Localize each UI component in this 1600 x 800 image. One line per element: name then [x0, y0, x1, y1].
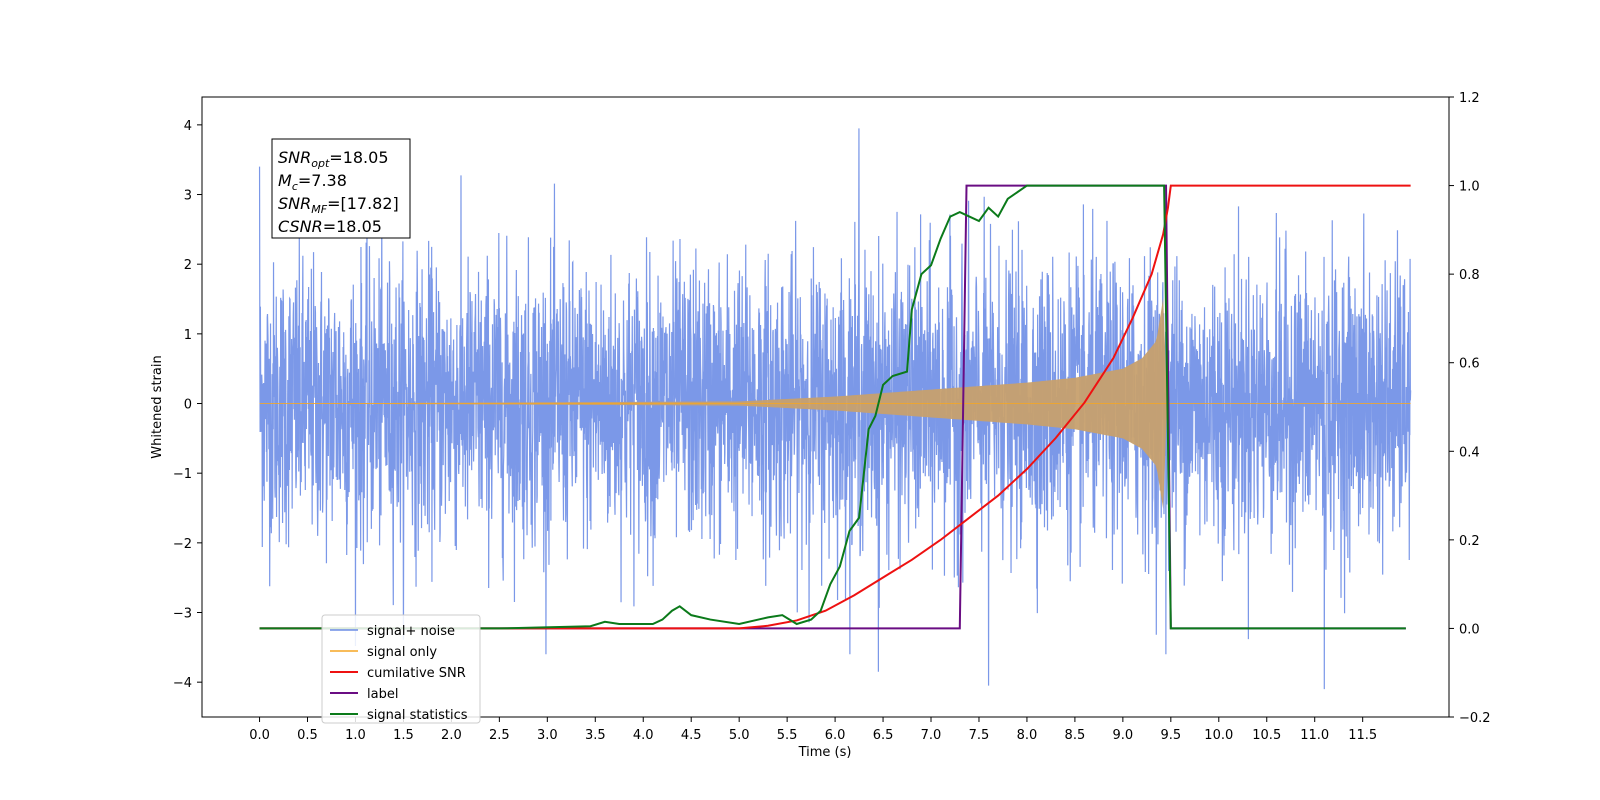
legend-label: label [367, 687, 398, 702]
legend: signal+ noise signal only cumilative SNR la… [321, 614, 481, 724]
y-axis-label: Whitened strain [150, 355, 165, 458]
info-line: Mc=7.38 [278, 171, 347, 193]
y2-tick-label: 1.2 [1459, 91, 1480, 106]
x-tick-label: 0.5 [297, 728, 318, 743]
y2-tick-label: 0.2 [1459, 534, 1480, 549]
x-tick-label: 7.0 [921, 728, 942, 743]
y2-tick-label: 1.0 [1459, 180, 1480, 195]
x-tick-label: 4.5 [681, 728, 702, 743]
legend-label: cumilative SNR [367, 666, 466, 681]
y-tick-label: −2 [173, 537, 192, 552]
y-tick-label: 3 [184, 189, 192, 204]
x-tick-label: 3.5 [585, 728, 606, 743]
plot-frame [201, 96, 1450, 718]
x-tick-label: 9.0 [1113, 728, 1134, 743]
series-signal-noise [258, 128, 1412, 690]
legend-label: signal statistics [367, 708, 468, 723]
x-tick-label: 1.0 [345, 728, 366, 743]
series-signal-statistics [259, 184, 1406, 630]
y-tick-label: 1 [184, 328, 192, 343]
x-tick-label: 5.0 [729, 728, 750, 743]
y-tick-label: −4 [173, 676, 192, 691]
y-tick-label: 4 [184, 119, 192, 134]
x-tick-label: 2.5 [489, 728, 510, 743]
y2-tick-label: 0.4 [1459, 445, 1480, 460]
x-tick-label: 3.0 [537, 728, 558, 743]
x-axis-label: Time (s) [798, 745, 852, 760]
info-line: SNRopt=18.05 [278, 148, 389, 170]
legend-label: signal only [367, 645, 437, 660]
x-tick-label: 4.0 [633, 728, 654, 743]
y-tick-label: 0 [184, 398, 192, 413]
x-axis: 0.0 0.5 1.0 1.5 2.0 2.5 3.0 3.5 4.0 4.5 5.0 5.5 6.0 6… [249, 717, 1377, 743]
info-box: SNRopt=18.05Mc=7.38SNRMF=[17.82]CSNR=18.… [271, 138, 411, 239]
x-tick-label: 11.5 [1348, 728, 1377, 743]
x-tick-label: 8.5 [1065, 728, 1086, 743]
plot-area [258, 128, 1412, 690]
x-tick-label: 2.0 [441, 728, 462, 743]
y-tick-label: −1 [173, 467, 192, 482]
x-tick-label: 0.0 [249, 728, 270, 743]
x-tick-label: 11.0 [1300, 728, 1329, 743]
x-tick-label: 1.5 [393, 728, 414, 743]
series-cumulative-snr [259, 184, 1411, 630]
y2-tick-label: 0.6 [1459, 357, 1480, 372]
y2-axis: −0.2 0.0 0.2 0.4 0.6 0.8 1.0 1.2 [1449, 91, 1491, 726]
y-tick-label: −3 [173, 607, 192, 622]
x-tick-label: 6.0 [825, 728, 846, 743]
x-tick-label: 6.5 [873, 728, 894, 743]
x-tick-label: 9.5 [1160, 728, 1181, 743]
y-tick-label: 2 [184, 258, 192, 273]
y2-tick-label: 0.0 [1459, 622, 1480, 637]
y-axis: −4 −3 −2 −1 0 1 2 3 4 [173, 119, 202, 691]
x-tick-label: 7.5 [969, 728, 990, 743]
x-tick-label: 8.0 [1017, 728, 1038, 743]
x-tick-label: 10.0 [1204, 728, 1233, 743]
info-line: CSNR=18.05 [278, 217, 382, 236]
x-tick-label: 10.5 [1252, 728, 1281, 743]
info-line: SNRMF=[17.82] [278, 194, 399, 216]
y2-tick-label: 0.8 [1459, 268, 1480, 283]
y2-tick-label: −0.2 [1459, 711, 1491, 726]
legend-label: signal+ noise [367, 624, 455, 639]
x-tick-label: 5.5 [777, 728, 798, 743]
